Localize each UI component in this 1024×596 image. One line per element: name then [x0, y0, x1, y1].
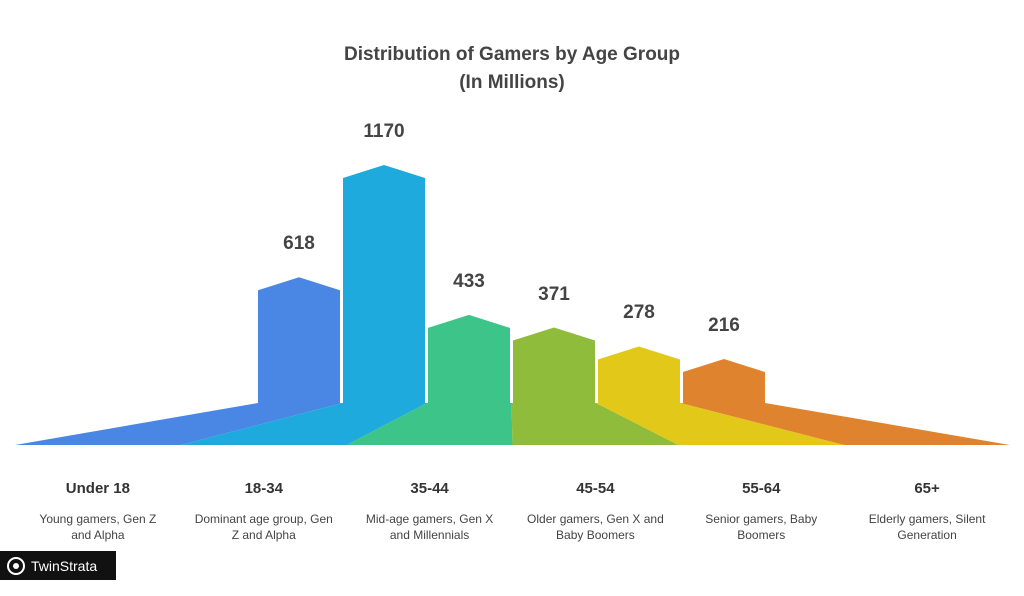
- floor-segment: [680, 403, 1010, 445]
- floor-segment: [346, 403, 513, 445]
- bar: [428, 314, 510, 403]
- value-label: 618: [283, 233, 315, 255]
- category-label: 65+: [914, 480, 940, 497]
- category-description: Senior gamers, Baby Boomers: [705, 512, 818, 542]
- watermark: TwinStrata: [0, 551, 116, 580]
- bar: [258, 277, 340, 403]
- category-description: Older gamers, Gen X and Baby Boomers: [527, 512, 664, 542]
- logo-icon: [7, 556, 25, 575]
- floor-segment: [15, 403, 343, 445]
- category-description: Young gamers, Gen Z and Alpha: [39, 512, 157, 542]
- category-label: 35-44: [410, 480, 449, 497]
- floor-segment: [511, 403, 679, 445]
- category-label: Under 18: [65, 480, 130, 497]
- bar: [598, 346, 680, 403]
- bar: [343, 165, 425, 403]
- category-description: Elderly gamers, Silent Generation: [868, 512, 986, 542]
- value-label: 278: [623, 302, 655, 324]
- value-label: 216: [708, 315, 740, 337]
- category-description: Dominant age group, Gen Z and Alpha: [194, 512, 333, 542]
- value-label: 433: [453, 270, 485, 292]
- floor-segment: [180, 403, 427, 445]
- bar: [513, 327, 595, 403]
- floor-segment: [596, 403, 845, 445]
- category-description: Mid-age gamers, Gen X and Millennials: [365, 512, 494, 542]
- bar: [683, 359, 765, 403]
- watermark-text: TwinStrata: [31, 557, 98, 574]
- category-label: 18-34: [244, 480, 283, 497]
- category-label: 45-54: [576, 480, 615, 497]
- chart-subtitle: (In Millions): [459, 72, 565, 93]
- category-label: 55-64: [742, 480, 781, 497]
- chart-title: Distribution of Gamers by Age Group: [343, 44, 681, 65]
- value-label: 371: [538, 283, 570, 305]
- value-label: 1170: [363, 121, 405, 142]
